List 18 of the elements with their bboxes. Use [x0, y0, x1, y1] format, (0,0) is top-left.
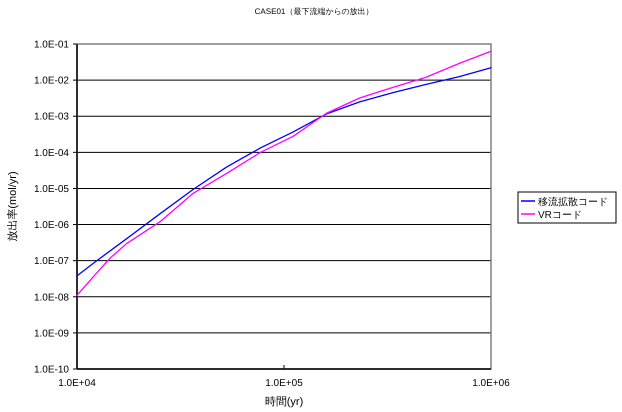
y-axis-title: 放出率(mol/yr)	[6, 171, 19, 242]
y-tick-label: 1.0E-10	[34, 364, 70, 376]
y-tick-label: 1.0E-04	[34, 148, 70, 159]
y-tick-label: 1.0E-02	[34, 76, 70, 87]
y-tick-label: 1.0E-08	[34, 292, 70, 304]
x-axis-title: 時間(yr)	[264, 395, 304, 408]
legend-label: VRコード	[538, 210, 582, 221]
y-tick-label: 1.0E-05	[34, 184, 70, 195]
y-tick-label: 1.0E-03	[34, 112, 70, 123]
x-tick-label: 1.0E+04	[58, 378, 96, 389]
y-tick-label: 1.0E-09	[34, 328, 70, 340]
x-tick-label: 1.0E+05	[265, 378, 304, 389]
legend-label: 移流拡散コード	[538, 196, 608, 208]
x-tick-label: 1.0E+06	[472, 378, 510, 389]
y-tick-label: 1.0E-01	[34, 40, 70, 50]
chart-title: CASE01（最下流端からの放出）	[254, 7, 374, 16]
y-tick-label: 1.0E-07	[34, 256, 70, 268]
y-tick-label: 1.0E-06	[34, 220, 70, 232]
